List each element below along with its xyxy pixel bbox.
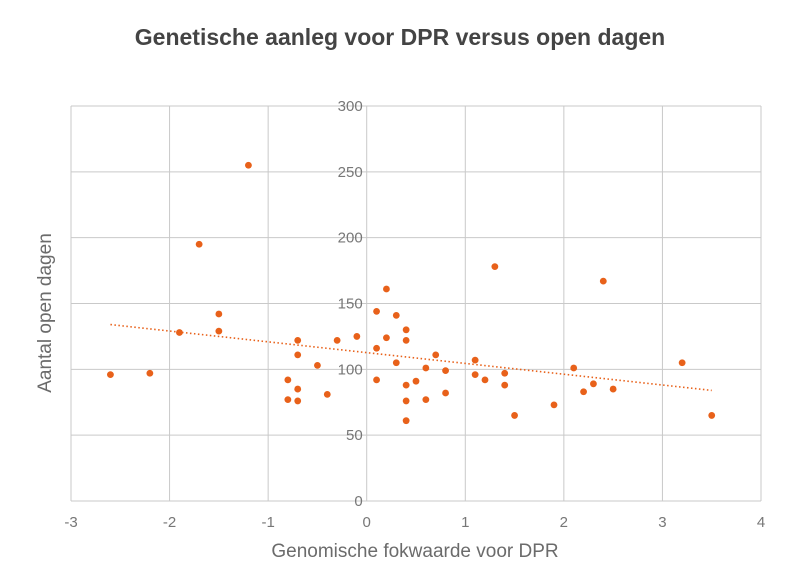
data-point (373, 344, 380, 352)
data-point (402, 417, 410, 425)
data-point (442, 367, 449, 375)
data-point (501, 369, 509, 377)
data-point (323, 390, 331, 398)
data-point (245, 161, 252, 169)
data-point (373, 308, 380, 315)
data-point (146, 369, 154, 377)
data-point (333, 336, 341, 344)
y-tick-label: 250 (338, 164, 363, 181)
data-point (590, 380, 597, 388)
y-tick-labels: 0 50 100 150 200 250 300 (338, 98, 363, 510)
x-tick-label: -3 (64, 514, 77, 531)
x-tick-label: 3 (658, 514, 666, 531)
data-point (383, 285, 390, 293)
data-point (422, 396, 430, 404)
data-point (383, 334, 390, 342)
data-point (550, 401, 558, 409)
data-point (491, 263, 499, 271)
data-point (392, 359, 400, 367)
data-point (580, 388, 587, 396)
y-tick-label: 200 (338, 230, 363, 247)
data-point (402, 381, 410, 389)
data-point (511, 412, 518, 419)
data-point (570, 364, 578, 372)
data-point (284, 376, 292, 384)
data-point (432, 351, 440, 359)
data-point (176, 329, 183, 336)
y-tick-label: 0 (354, 493, 362, 510)
data-point (215, 310, 223, 318)
data-point (708, 412, 716, 419)
x-tick-label: 4 (757, 514, 765, 531)
data-point (471, 371, 479, 378)
x-tick-label: -2 (163, 514, 176, 531)
trendline-layer (110, 323, 712, 392)
x-tick-label: 2 (560, 514, 568, 531)
y-tick-label: 300 (338, 98, 363, 115)
x-axis-label: Genomische fokwaarde voor DPR (271, 541, 559, 562)
x-tick-label: -1 (261, 514, 274, 531)
x-tick-label: 0 (363, 514, 371, 531)
data-point (107, 371, 114, 378)
data-point (422, 364, 430, 372)
data-point (402, 326, 410, 334)
data-point (481, 376, 489, 384)
data-points (107, 161, 716, 425)
y-tick-label: 150 (338, 296, 363, 313)
data-point (678, 359, 686, 367)
data-point (353, 333, 361, 340)
data-point (412, 377, 420, 385)
data-point (215, 327, 223, 335)
data-point (599, 277, 607, 285)
data-point (501, 381, 509, 389)
data-point (402, 397, 410, 405)
data-point (284, 396, 292, 404)
data-point (314, 361, 321, 369)
chart-title: Genetische aanleg voor DPR versus open d… (134, 24, 666, 50)
data-point (294, 351, 302, 359)
data-point (294, 385, 302, 393)
data-point (392, 311, 400, 319)
x-tick-labels: -3 -2 -1 0 1 2 3 4 (64, 514, 765, 531)
data-point (294, 397, 302, 405)
data-point (373, 376, 380, 384)
data-point (294, 336, 302, 344)
x-tick-label: 1 (461, 514, 469, 531)
data-point (609, 385, 617, 393)
grid-lines (70, 105, 762, 502)
trendline (110, 323, 712, 392)
y-tick-label: 50 (346, 427, 363, 444)
data-point (471, 356, 479, 364)
data-point (195, 240, 203, 248)
data-point (402, 336, 410, 344)
y-tick-label: 100 (338, 361, 363, 378)
data-point (442, 389, 449, 397)
